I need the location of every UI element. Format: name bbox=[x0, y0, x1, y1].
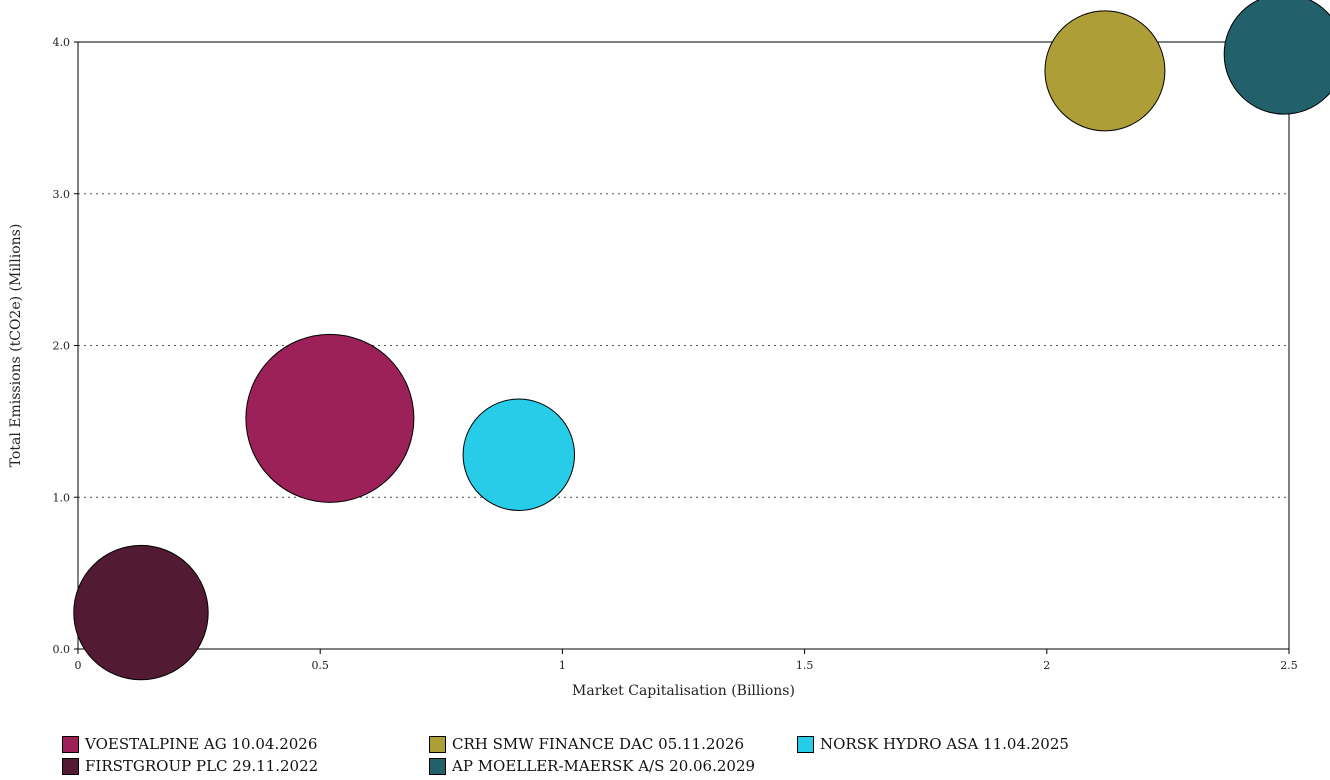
x-tick-label: 0 bbox=[75, 659, 82, 672]
legend-item: FIRSTGROUP PLC 29.11.2022 bbox=[62, 756, 318, 776]
x-tick-label: 2.5 bbox=[1280, 659, 1298, 672]
x-tick-label: 2 bbox=[1043, 659, 1050, 672]
bubble-point bbox=[73, 544, 209, 681]
bubbles bbox=[73, 0, 1330, 681]
bubble-point bbox=[1223, 0, 1330, 115]
legend-swatch bbox=[429, 757, 446, 775]
legend-label: FIRSTGROUP PLC 29.11.2022 bbox=[85, 757, 319, 775]
x-axis-title: Market Capitalisation (Billions) bbox=[572, 683, 795, 699]
legend-swatch bbox=[429, 735, 446, 753]
legend-item: VOESTALPINE AG 10.04.2026 bbox=[62, 734, 317, 754]
bubble-point bbox=[245, 333, 415, 503]
bubble-point bbox=[462, 398, 576, 511]
x-tick-label: 1 bbox=[559, 659, 566, 672]
legend-swatch bbox=[62, 757, 79, 775]
y-tick-label: 4.0 bbox=[53, 36, 71, 49]
grid-lines bbox=[78, 193, 1289, 498]
chart-canvas: 0.0 1.0 2.0 3.0 4.0 0 0.5 1 1.5 2 2.5 Market Capit… bbox=[8, 0, 1330, 699]
x-tick-label: 0.5 bbox=[311, 659, 329, 672]
legend-label: VOESTALPINE AG 10.04.2026 bbox=[85, 735, 318, 753]
bubble-point bbox=[1044, 10, 1166, 132]
legend-label: AP MOELLER-MAERSK A/S 20.06.2029 bbox=[452, 757, 756, 775]
axis-ticks: 0.0 1.0 2.0 3.0 4.0 0 0.5 1 1.5 2 2.5 bbox=[53, 36, 1298, 672]
y-tick-label: 2.0 bbox=[53, 340, 71, 353]
legend-item: NORSK HYDRO ASA 11.04.2025 bbox=[797, 734, 1069, 754]
y-tick-label: 3.0 bbox=[53, 188, 71, 201]
legend-item: CRH SMW FINANCE DAC 05.11.2026 bbox=[429, 734, 744, 754]
y-tick-label: 1.0 bbox=[53, 491, 71, 504]
y-axis-title: Total Emissions (tCO2e) (Millions) bbox=[8, 224, 24, 468]
legend-swatch bbox=[62, 735, 79, 753]
legend-label: NORSK HYDRO ASA 11.04.2025 bbox=[820, 735, 1069, 753]
x-tick-label: 1.5 bbox=[796, 659, 814, 672]
legend-item: AP MOELLER-MAERSK A/S 20.06.2029 bbox=[429, 756, 755, 776]
y-tick-label: 0.0 bbox=[53, 643, 71, 656]
legend-label: CRH SMW FINANCE DAC 05.11.2026 bbox=[452, 735, 745, 753]
legend-swatch bbox=[797, 735, 814, 753]
